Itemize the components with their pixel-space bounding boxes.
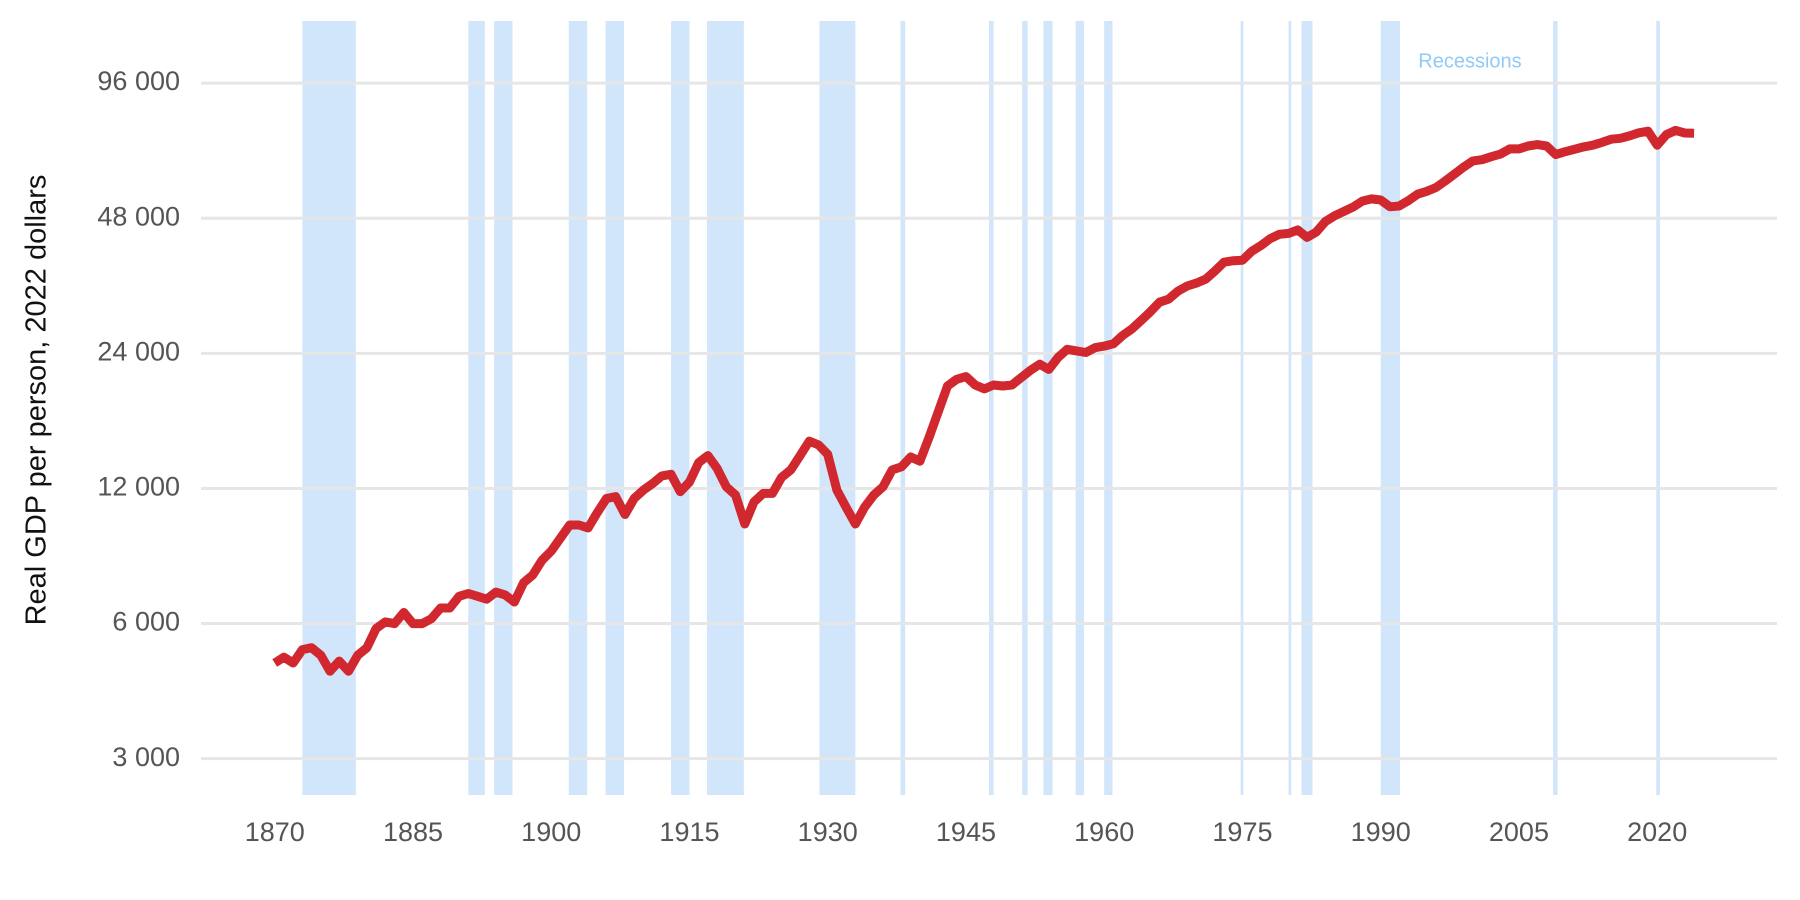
y-tick-label: 6 000 bbox=[112, 607, 180, 637]
x-tick-label: 1975 bbox=[1212, 817, 1272, 847]
recession-band bbox=[568, 21, 588, 795]
x-tick-label: 1915 bbox=[659, 817, 719, 847]
y-tick-label: 24 000 bbox=[97, 336, 180, 366]
recessions-label: Recessions bbox=[1418, 50, 1521, 72]
recession-band bbox=[1043, 21, 1053, 795]
x-tick-label: 2020 bbox=[1627, 817, 1687, 847]
data-line bbox=[272, 125, 1695, 676]
recession-band bbox=[1380, 21, 1401, 795]
y-tick-label: 96 000 bbox=[97, 66, 180, 96]
recession-band bbox=[494, 21, 513, 795]
y-tick-label: 48 000 bbox=[97, 201, 180, 231]
recession-band bbox=[706, 21, 744, 795]
recession-band bbox=[1240, 21, 1244, 795]
x-tick-label: 1900 bbox=[521, 817, 581, 847]
recession-band bbox=[671, 21, 690, 795]
x-tick-label: 1930 bbox=[798, 817, 858, 847]
recession-band bbox=[900, 21, 906, 795]
y-tick-label: 3 000 bbox=[112, 742, 180, 772]
recession-band bbox=[1104, 21, 1113, 795]
x-tick-label: 1960 bbox=[1074, 817, 1134, 847]
recession-band bbox=[1301, 21, 1313, 795]
x-tick-label: 1990 bbox=[1351, 817, 1411, 847]
recession-band bbox=[605, 21, 625, 795]
recession-band bbox=[1553, 21, 1558, 795]
recession-band bbox=[1288, 21, 1292, 795]
x-tick-label: 1945 bbox=[936, 817, 996, 847]
x-tick-label: 1870 bbox=[245, 817, 305, 847]
recession-band bbox=[819, 21, 856, 795]
recession-band bbox=[1075, 21, 1084, 795]
y-axis-title: Real GDP per person, 2022 dollars bbox=[21, 175, 53, 626]
x-tick-label: 2005 bbox=[1489, 817, 1549, 847]
recession-band bbox=[1022, 21, 1028, 795]
x-tick-label: 1885 bbox=[383, 817, 443, 847]
recession-band bbox=[989, 21, 994, 795]
recession-band bbox=[1656, 21, 1660, 795]
y-tick-label: 12 000 bbox=[97, 472, 180, 502]
recession-band bbox=[302, 21, 356, 795]
recession-band bbox=[468, 21, 485, 795]
